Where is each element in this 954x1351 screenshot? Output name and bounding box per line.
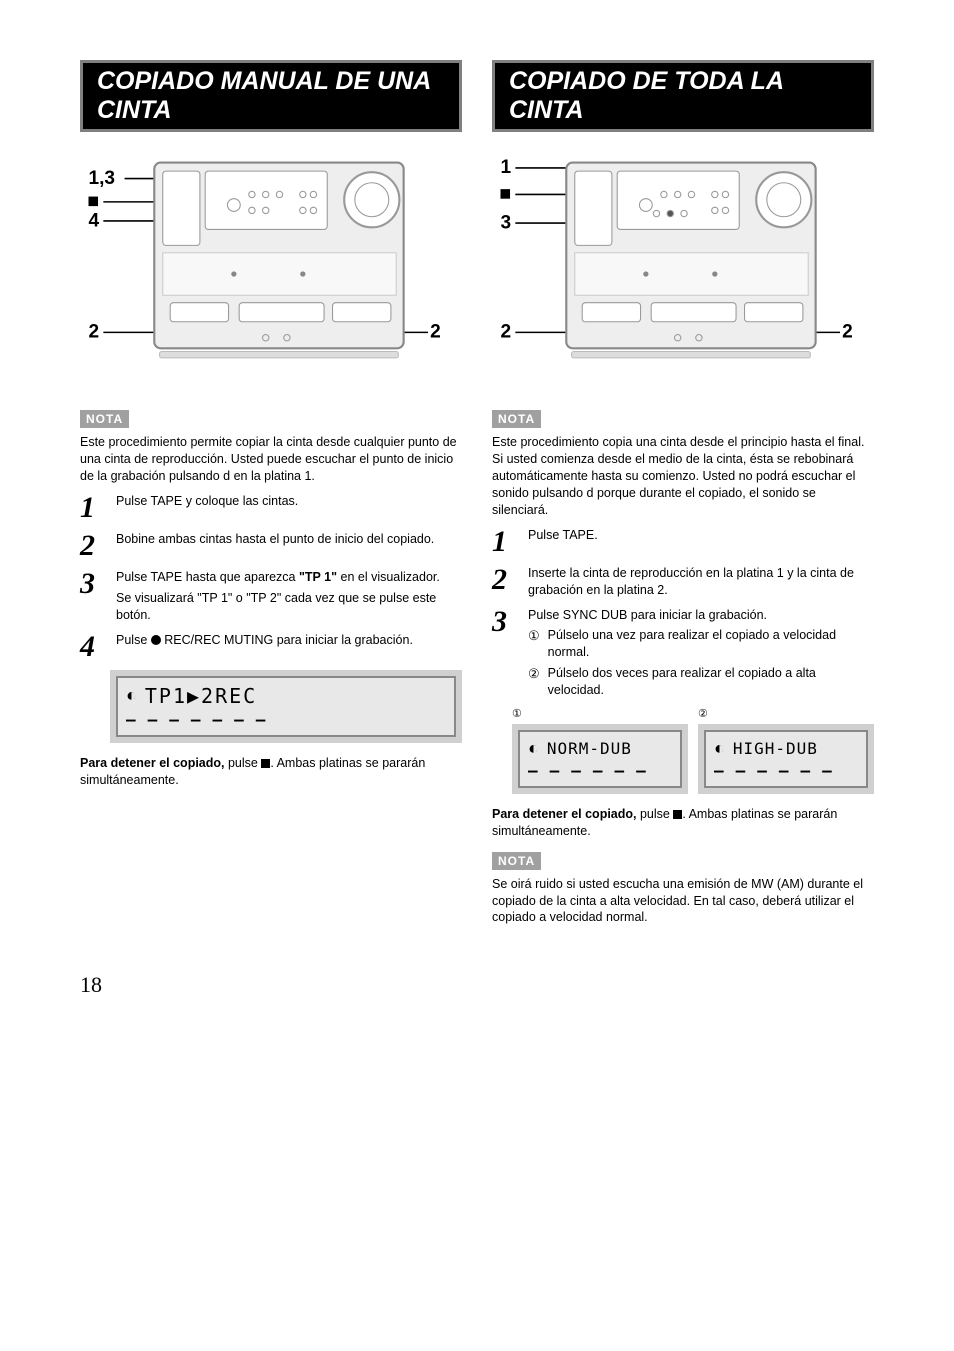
- callout-1: 1: [500, 157, 511, 178]
- callout-2-right: 2: [430, 322, 441, 343]
- sub-item-1: ① Púlselo una vez para realizar el copia…: [528, 627, 874, 661]
- step-num: 2: [80, 531, 106, 561]
- step4-pre: Pulse: [116, 633, 151, 647]
- display-norm-dub: NORM-DUB: [547, 739, 632, 758]
- step-num: 4: [80, 632, 106, 662]
- speaker-icon: ◐: [126, 685, 139, 706]
- callout-4: 4: [88, 210, 99, 231]
- step-1-left: 1 Pulse TAPE y coloque las cintas.: [80, 493, 462, 523]
- step3-post: en el visualizador.: [337, 570, 440, 584]
- page-number: 18: [80, 972, 874, 998]
- diagram-right: 1 3 2 2: [492, 152, 874, 390]
- step3-sub: Se visualizará "TP 1" o "TP 2" cada vez …: [116, 590, 462, 624]
- step-text: Inserte la cinta de reproducción en la p…: [528, 565, 874, 599]
- step-text: Pulse SYNC DUB para iniciar la grabación…: [528, 607, 874, 703]
- stop-square-left: [88, 197, 98, 207]
- speaker-icon: ◐: [528, 738, 541, 759]
- stereo-diagram-left: 1,3 4 2 2: [80, 152, 462, 385]
- stop-para-left: Para detener el copiado, pulse . Ambas p…: [80, 755, 462, 789]
- callout-3: 3: [500, 212, 511, 233]
- callout-1-3: 1,3: [88, 168, 115, 189]
- circle-1-icon: ①: [528, 627, 540, 661]
- step-text: Bobine ambas cintas hasta el punto de in…: [116, 531, 462, 548]
- display-dashes: ——————: [528, 761, 672, 780]
- right-column: COPIADO DE TODA LA CINTA 1 3 2 2: [492, 60, 874, 932]
- sub-item-2: ② Púlselo dos veces para realizar el cop…: [528, 665, 874, 699]
- step4-post: REC/REC MUTING para iniciar la grabación…: [161, 633, 413, 647]
- stop-bold-left: Para detener el copiado,: [80, 756, 225, 770]
- nota-block-left: NOTA Este procedimiento permite copiar l…: [80, 410, 462, 485]
- step-2-right: 2 Inserte la cinta de reproducción en la…: [492, 565, 874, 599]
- nota2-block-right: NOTA Se oirá ruido si usted escucha una …: [492, 852, 874, 927]
- display-high-dub: HIGH-DUB: [733, 739, 818, 758]
- nota-badge-left: NOTA: [80, 410, 129, 428]
- left-column: COPIADO MANUAL DE UNA CINTA 1,3 4 2 2: [80, 60, 462, 932]
- step-num: 2: [492, 565, 518, 595]
- nota2-badge: NOTA: [492, 852, 541, 870]
- step-text: Pulse REC/REC MUTING para iniciar la gra…: [116, 632, 462, 649]
- speaker-icon: ◐: [714, 738, 727, 759]
- step-num: 3: [80, 569, 106, 599]
- step-text: Pulse TAPE.: [528, 527, 874, 544]
- step-num: 1: [492, 527, 518, 557]
- lcd-display-left: ◐ TP1▶2REC ———————: [110, 670, 462, 743]
- step-3-left: 3 Pulse TAPE hasta que aparezca "TP 1" e…: [80, 569, 462, 624]
- step3-pre: Pulse TAPE hasta que aparezca: [116, 570, 299, 584]
- heading-right-text: COPIADO DE TODA LA CINTA: [495, 63, 871, 129]
- step3-bold: "TP 1": [299, 570, 337, 584]
- stop-para-right: Para detener el copiado, pulse . Ambas p…: [492, 806, 874, 840]
- nota-text-right: Este procedimiento copia una cinta desde…: [492, 434, 874, 518]
- step-num: 1: [80, 493, 106, 523]
- sub1-text: Púlselo una vez para realizar el copiado…: [548, 627, 874, 661]
- callout-2-right-r: 2: [842, 322, 853, 343]
- callout-2-left-r: 2: [500, 322, 511, 343]
- nota-block-right: NOTA Este procedimiento copia una cinta …: [492, 410, 874, 518]
- display-text-left: TP1▶2REC: [145, 684, 257, 708]
- two-displays: ① ◐ NORM-DUB —————— ②: [512, 711, 874, 794]
- callout-2-left: 2: [88, 322, 99, 343]
- circle-2-icon: ②: [528, 665, 540, 699]
- step-text: Pulse TAPE y coloque las cintas.: [116, 493, 462, 510]
- sub2-text: Púlselo dos veces para realizar el copia…: [548, 665, 874, 699]
- step-text: Pulse TAPE hasta que aparezca "TP 1" en …: [116, 569, 462, 624]
- step-4-left: 4 Pulse REC/REC MUTING para iniciar la g…: [80, 632, 462, 662]
- step-3-right: 3 Pulse SYNC DUB para iniciar la grabaci…: [492, 607, 874, 703]
- heading-right: COPIADO DE TODA LA CINTA: [492, 60, 874, 132]
- record-icon: [151, 635, 161, 645]
- diagram-left: 1,3 4 2 2: [80, 152, 462, 390]
- nota-text-left: Este procedimiento permite copiar la cin…: [80, 434, 462, 485]
- display-dashes: ———————: [126, 710, 446, 729]
- stereo-diagram-right: 1 3 2 2: [492, 152, 874, 385]
- step3r-text: Pulse SYNC DUB para iniciar la grabación…: [528, 608, 767, 622]
- stop-bold-right: Para detener el copiado,: [492, 807, 637, 821]
- stop-square-right: [500, 189, 510, 199]
- step-1-right: 1 Pulse TAPE.: [492, 527, 874, 557]
- nota2-text: Se oirá ruido si usted escucha una emisi…: [492, 876, 874, 927]
- heading-left-text: COPIADO MANUAL DE UNA CINTA: [83, 63, 459, 129]
- stop-icon: [261, 759, 270, 768]
- nota-badge-right: NOTA: [492, 410, 541, 428]
- display-dashes: ——————: [714, 761, 858, 780]
- stop-icon: [673, 810, 682, 819]
- heading-left: COPIADO MANUAL DE UNA CINTA: [80, 60, 462, 132]
- step-2-left: 2 Bobine ambas cintas hasta el punto de …: [80, 531, 462, 561]
- disp-label-2: ②: [698, 707, 874, 720]
- disp-label-1: ①: [512, 707, 688, 720]
- step-num: 3: [492, 607, 518, 637]
